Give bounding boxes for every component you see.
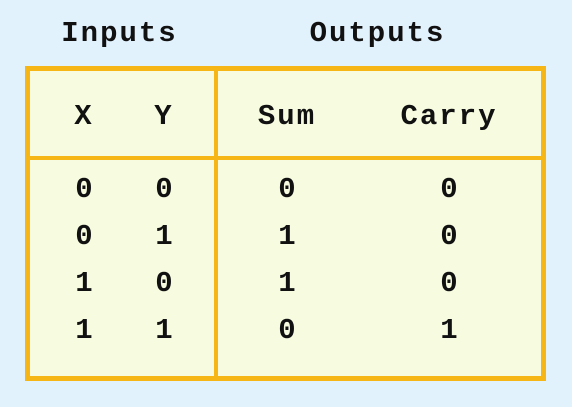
cell-y: 1	[155, 314, 173, 347]
truth-table: X Y Sum Carry 0 0 0 0 0 1 1 0 1 0 1 0 1 …	[25, 66, 546, 381]
inputs-header: Inputs	[61, 17, 178, 50]
cell-carry: 0	[440, 220, 458, 253]
cell-carry: 0	[440, 173, 458, 206]
column-header-row: X Y Sum Carry	[30, 99, 541, 135]
column-header-y: Y	[154, 100, 174, 133]
header-divider	[30, 156, 541, 160]
cell-sum: 1	[278, 267, 296, 300]
cell-x: 0	[75, 173, 93, 206]
cell-x: 1	[75, 314, 93, 347]
column-header-carry: Carry	[400, 100, 498, 133]
cell-x: 0	[75, 220, 93, 253]
cell-sum: 0	[278, 314, 296, 347]
outputs-header: Outputs	[309, 17, 446, 50]
cell-x: 1	[75, 267, 93, 300]
table-row: 0 1 1 0	[30, 219, 541, 255]
column-header-sum: Sum	[257, 100, 317, 133]
inputs-outputs-divider	[214, 71, 218, 376]
cell-y: 1	[155, 220, 173, 253]
cell-sum: 0	[278, 173, 296, 206]
column-header-x: X	[74, 100, 94, 133]
cell-carry: 1	[440, 314, 458, 347]
cell-y: 0	[155, 173, 173, 206]
cell-y: 0	[155, 267, 173, 300]
cell-carry: 0	[440, 267, 458, 300]
table-row: 1 1 0 1	[30, 313, 541, 349]
cell-sum: 1	[278, 220, 296, 253]
table-row: 1 0 1 0	[30, 266, 541, 302]
table-row: 0 0 0 0	[30, 172, 541, 208]
